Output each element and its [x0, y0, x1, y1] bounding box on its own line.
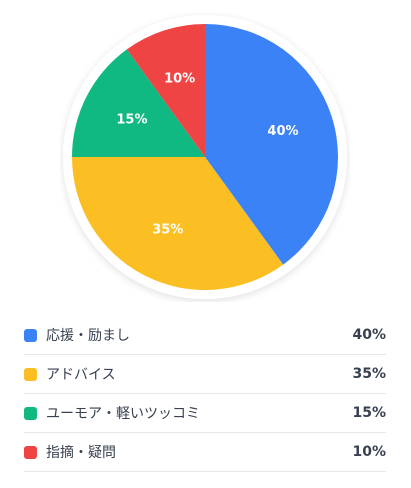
pie-slice-label-0: 40%	[267, 124, 298, 139]
legend-label: ユーモア・軽いツッコミ	[46, 406, 200, 422]
legend-value: 15%	[352, 405, 386, 421]
pie-labels: 40% 35% 15% 10%	[116, 72, 298, 238]
pie-slice-1	[72, 157, 284, 291]
pie-slice-0	[205, 24, 339, 265]
pie-chart-svg: 40% 35% 15% 10%	[63, 15, 347, 299]
legend-item-critique: 指摘・疑問 10%	[24, 433, 386, 472]
legend-swatch	[24, 328, 37, 342]
pie-slice-2	[72, 49, 205, 157]
pie-chart: 40% 35% 15% 10%	[60, 12, 350, 302]
pie-slice-label-3: 10%	[164, 72, 195, 87]
legend-item-encouragement: 応援・励まし 40%	[24, 316, 386, 355]
legend: 応援・励まし 40% アドバイス 35% ユーモア・軽いツッコミ 15% 指摘・…	[24, 316, 386, 472]
legend-value: 40%	[352, 327, 386, 343]
pie-slice-label-1: 35%	[152, 223, 183, 238]
pie-slice-label-2: 15%	[116, 112, 147, 127]
legend-swatch	[24, 367, 37, 381]
legend-label: 指摘・疑問	[46, 445, 116, 461]
legend-item-humor: ユーモア・軽いツッコミ 15%	[24, 394, 386, 433]
pie-slices	[72, 24, 339, 291]
pie-slice-3	[126, 24, 205, 157]
legend-value: 10%	[352, 444, 386, 460]
legend-swatch	[24, 406, 37, 420]
legend-item-advice: アドバイス 35%	[24, 355, 386, 394]
legend-label: アドバイス	[46, 367, 116, 383]
legend-value: 35%	[352, 366, 386, 382]
legend-label: 応援・励まし	[46, 328, 130, 344]
legend-swatch	[24, 445, 37, 459]
